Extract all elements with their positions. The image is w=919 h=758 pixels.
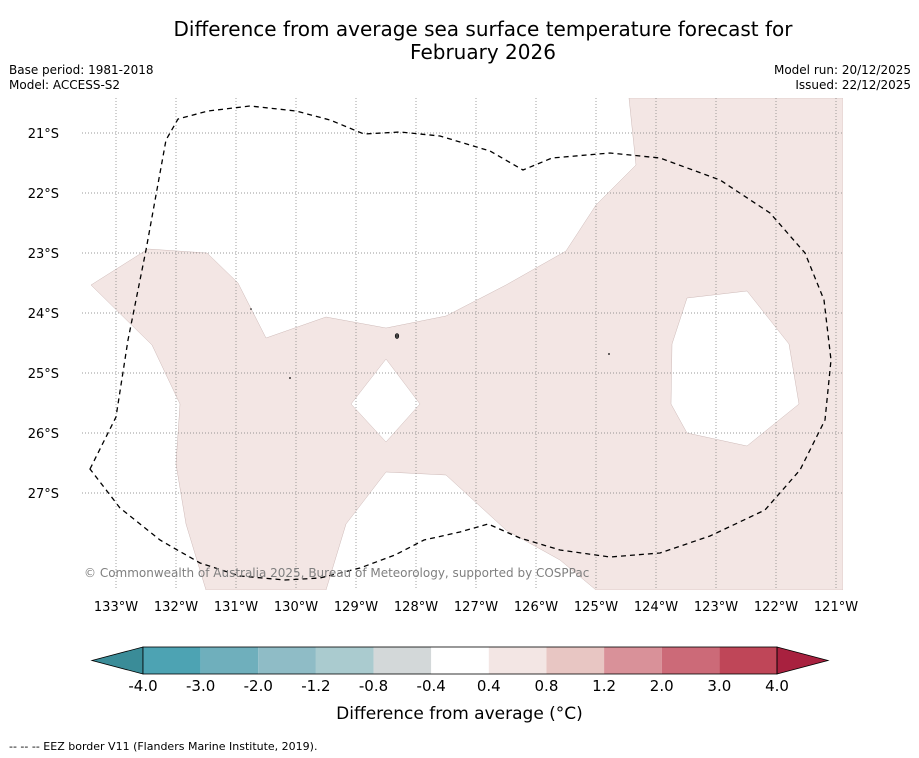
colorbar-tick-label: -3.0 xyxy=(186,677,215,695)
colorbar-segment xyxy=(661,647,720,674)
lat-label: 24°S xyxy=(28,307,59,322)
lat-label: 26°S xyxy=(28,427,59,442)
colorbar-label: Difference from average (°C) xyxy=(336,704,583,724)
colorbar-segment xyxy=(546,647,605,674)
colorbar-segment xyxy=(431,647,489,674)
base-period: Base period: 1981-2018 xyxy=(9,63,154,77)
colorbar-tick-label: 0.8 xyxy=(535,677,559,695)
title-line-2: February 2026 xyxy=(410,40,556,64)
model-name: Model: ACCESS-S2 xyxy=(9,78,121,92)
map-grid xyxy=(82,98,843,590)
title-line-1: Difference from average sea surface temp… xyxy=(173,17,793,41)
lon-label: 132°W xyxy=(154,600,198,615)
colorbar-segment xyxy=(719,647,777,674)
lon-label: 125°W xyxy=(574,600,618,615)
eez-border xyxy=(89,105,832,581)
map-plot-area xyxy=(82,98,843,590)
lon-label: 126°W xyxy=(514,600,558,615)
eez-footnote: -- -- -- EEZ border V11 (Flanders Marine… xyxy=(9,740,318,753)
lat-label: 22°S xyxy=(28,187,59,202)
colorbar-tick-label: 2.0 xyxy=(650,677,674,695)
lon-label: 121°W xyxy=(814,600,858,615)
lat-label: 27°S xyxy=(28,487,59,502)
lon-label: 130°W xyxy=(274,600,318,615)
copyright-note: © Commonwealth of Australia 2025, Bureau… xyxy=(84,566,589,580)
island-1 xyxy=(394,333,400,339)
colorbar-under-arrow xyxy=(90,646,144,675)
colorbar-tick-label: -4.0 xyxy=(128,677,157,695)
model-run: Model run: 20/12/2025 xyxy=(773,63,911,77)
island-3 xyxy=(289,377,291,379)
colorbar-tick-label: 1.2 xyxy=(592,677,616,695)
lon-label: 122°W xyxy=(754,600,798,615)
colorbar: -4.0 -3.0 -2.0 -1.2 -0.8 -0.4 0.4 0.8 1.2 2.0 3.0 4… xyxy=(90,646,830,695)
colorbar-over-arrow xyxy=(776,646,830,675)
lon-label: 123°W xyxy=(694,600,738,615)
meta-right: Model run: 20/12/2025 Issued: 22/12/2025 xyxy=(774,63,911,93)
colorbar-frame xyxy=(142,646,778,675)
lon-label: 124°W xyxy=(634,600,678,615)
chart-title: Difference from average sea surface temp… xyxy=(0,18,919,64)
anomaly-region-main xyxy=(90,98,843,590)
colorbar-tick-label: -1.2 xyxy=(301,677,330,695)
lat-label: 25°S xyxy=(28,367,59,382)
colorbar-segment xyxy=(143,647,201,674)
colorbar-segment xyxy=(373,647,432,674)
colorbar-tick-label: 4.0 xyxy=(765,677,789,695)
meta-left: Base period: 1981-2018 Model: ACCESS-S2 xyxy=(9,63,154,93)
colorbar-segment xyxy=(488,647,547,674)
lon-label: 133°W xyxy=(94,600,138,615)
island-2 xyxy=(250,308,252,310)
colorbar-tick-label: 3.0 xyxy=(707,677,731,695)
colorbar-tick-label: 0.4 xyxy=(477,677,501,695)
longitude-labels: 133°W 132°W 131°W 130°W 129°W 128°W 127°W 126°W… xyxy=(94,600,858,615)
colorbar-segment xyxy=(200,647,259,674)
colorbar-tick-label: -0.8 xyxy=(359,677,388,695)
colorbar-segment xyxy=(315,647,374,674)
colorbar-segment xyxy=(604,647,662,674)
island-4 xyxy=(608,353,610,355)
lon-label: 128°W xyxy=(394,600,438,615)
colorbar-tick-label: -2.0 xyxy=(244,677,273,695)
lon-label: 131°W xyxy=(214,600,258,615)
lon-label: 127°W xyxy=(454,600,498,615)
colorbar-segment xyxy=(258,647,316,674)
lat-label: 23°S xyxy=(28,247,59,262)
lon-label: 129°W xyxy=(334,600,378,615)
issued-date: Issued: 22/12/2025 xyxy=(795,78,911,92)
colorbar-tick-label: -0.4 xyxy=(417,677,446,695)
latitude-labels: 21°S 22°S 23°S 24°S 25°S 26°S 27°S xyxy=(28,127,59,502)
lat-label: 21°S xyxy=(28,127,59,142)
sst-map: © Commonwealth of Australia 2025, Bureau… xyxy=(28,98,858,695)
